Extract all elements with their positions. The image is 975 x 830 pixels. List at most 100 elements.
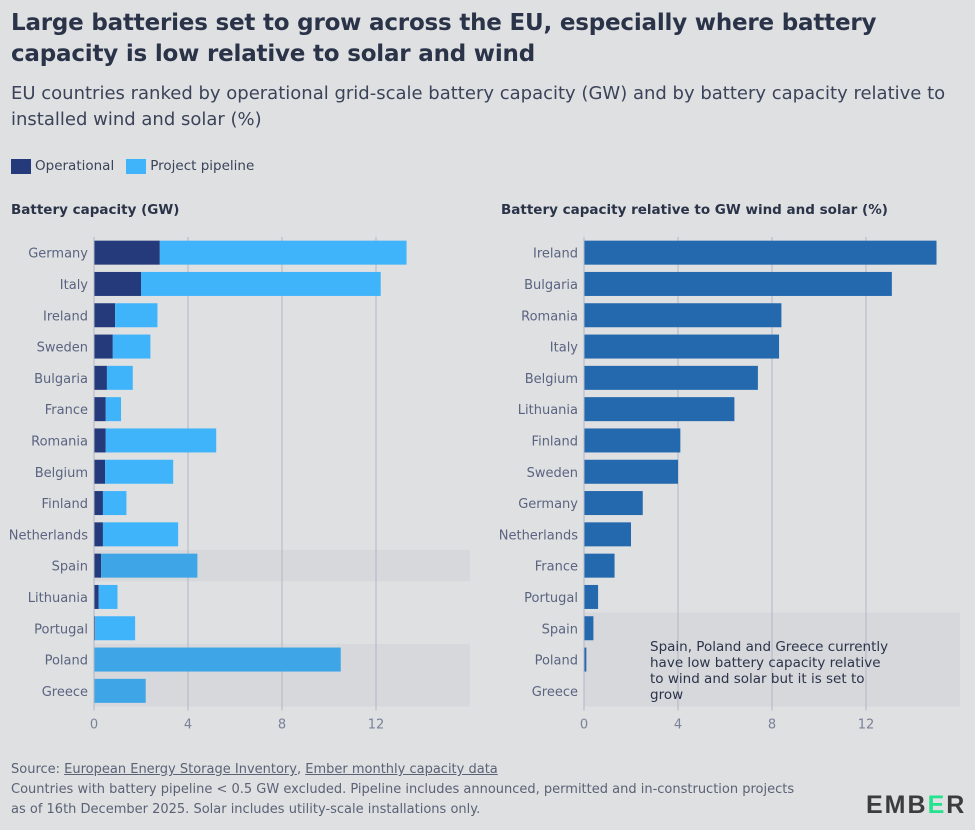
x-tick-label: 0 — [580, 718, 588, 733]
category-label: Spain — [52, 560, 88, 575]
bar-operational — [94, 459, 106, 484]
x-tick-label: 4 — [674, 718, 682, 733]
x-tick-label: 12 — [368, 718, 385, 733]
legend: Operational Project pipeline — [11, 158, 254, 174]
bar-operational — [94, 584, 99, 609]
x-tick-label: 4 — [184, 718, 192, 733]
source-prefix: Source: — [11, 762, 65, 777]
bar-pipeline — [101, 553, 198, 578]
category-label: Belgium — [525, 372, 578, 387]
bar-operational — [94, 522, 103, 547]
footer: Source: European Energy Storage Inventor… — [11, 760, 811, 820]
bar-operational — [94, 271, 141, 296]
bar-pipeline — [112, 334, 151, 359]
category-label: Netherlands — [9, 528, 88, 543]
legend-swatch — [11, 158, 31, 174]
category-label: Poland — [535, 654, 578, 669]
bar-operational — [94, 428, 106, 453]
category-label: Bulgaria — [524, 278, 578, 293]
left-chart: 0 4 8 12 Germany Italy Ireland Sweden Bulgaria Fr… — [9, 237, 470, 733]
bar-operational — [94, 397, 106, 422]
bar-pipeline — [98, 584, 118, 609]
left-chart-title: Battery capacity (GW) — [11, 202, 180, 218]
legend-swatch — [126, 158, 147, 174]
bar-pipeline — [159, 240, 407, 265]
category-label: Greece — [532, 685, 578, 700]
bar-relative — [584, 271, 892, 296]
category-label: Spain — [542, 622, 578, 637]
bar-operational — [94, 303, 116, 328]
source-link-ember-data[interactable]: Ember monthly capacity data — [305, 762, 498, 777]
category-label: France — [535, 560, 578, 575]
bar-relative — [584, 397, 735, 422]
category-label: Sweden — [527, 466, 578, 481]
bar-relative — [584, 240, 937, 265]
bar-operational — [94, 553, 102, 578]
bar-relative — [584, 428, 681, 453]
bar-operational — [94, 616, 96, 641]
category-label: Bulgaria — [34, 372, 88, 387]
ember-logo: EMBER — [866, 791, 967, 819]
source-link-storage-inventory[interactable]: European Energy Storage Inventory — [64, 762, 297, 777]
category-label: Greece — [42, 685, 88, 700]
legend-item-pipeline: Project pipeline — [126, 158, 254, 174]
category-label: France — [45, 403, 88, 418]
bar-operational — [94, 491, 103, 516]
category-label: Italy — [550, 341, 579, 356]
bar-operational — [94, 334, 113, 359]
bar-operational — [94, 365, 107, 390]
category-label: Netherlands — [499, 528, 578, 543]
category-label: Romania — [521, 309, 578, 324]
footnote: Countries with battery pipeline < 0.5 GW… — [11, 782, 795, 817]
bar-operational — [94, 240, 160, 265]
category-label: Finland — [532, 434, 578, 449]
category-label: Romania — [31, 434, 88, 449]
category-label: Lithuania — [518, 403, 578, 418]
bar-pipeline — [106, 365, 133, 390]
bar-pipeline — [105, 428, 217, 453]
legend-label: Operational — [35, 158, 115, 174]
legend-label: Project pipeline — [150, 158, 255, 174]
category-label: Portugal — [524, 591, 578, 606]
category-label: Portugal — [34, 622, 88, 637]
bar-pipeline — [105, 459, 174, 484]
category-label: Germany — [28, 247, 88, 262]
bar-pipeline — [94, 647, 341, 672]
legend-item-operational: Operational — [11, 158, 114, 174]
bar-relative — [584, 553, 615, 578]
source-sep: , — [296, 762, 306, 777]
category-label: Finland — [42, 497, 88, 512]
chart-title: Large batteries set to grow across the E… — [11, 10, 877, 67]
x-tick-label: 0 — [90, 718, 98, 733]
x-tick-label: 12 — [858, 718, 875, 733]
bar-relative — [584, 303, 782, 328]
bar-relative — [584, 584, 599, 609]
bar-pipeline — [141, 271, 381, 296]
bar-pipeline — [94, 678, 146, 703]
bar-relative — [584, 365, 758, 390]
x-tick-label: 8 — [278, 718, 286, 733]
bar-relative — [584, 334, 780, 359]
bar-relative — [584, 647, 587, 672]
bar-relative — [584, 491, 643, 516]
bar-pipeline — [105, 397, 122, 422]
category-label: Belgium — [35, 466, 88, 481]
annotation: Spain, Poland and Greece currently have … — [650, 639, 889, 703]
right-chart: 0 4 8 12 Ireland Bulgaria Romania Italy Belgium L… — [499, 237, 960, 733]
category-label: Sweden — [37, 341, 88, 356]
right-chart-title: Battery capacity relative to GW wind and… — [501, 202, 888, 218]
chart-subtitle: EU countries ranked by operational grid-… — [11, 83, 946, 130]
x-tick-label: 8 — [768, 718, 776, 733]
category-label: Lithuania — [28, 591, 88, 606]
bar-pipeline — [102, 522, 179, 547]
category-label: Germany — [518, 497, 578, 512]
category-label: Italy — [60, 278, 89, 293]
category-label: Ireland — [43, 309, 88, 324]
bar-relative — [584, 616, 594, 641]
bar-pipeline — [115, 303, 158, 328]
bar-relative — [584, 459, 678, 484]
category-label: Poland — [45, 654, 88, 669]
bar-relative — [584, 522, 631, 547]
bar-pipeline — [102, 491, 127, 516]
